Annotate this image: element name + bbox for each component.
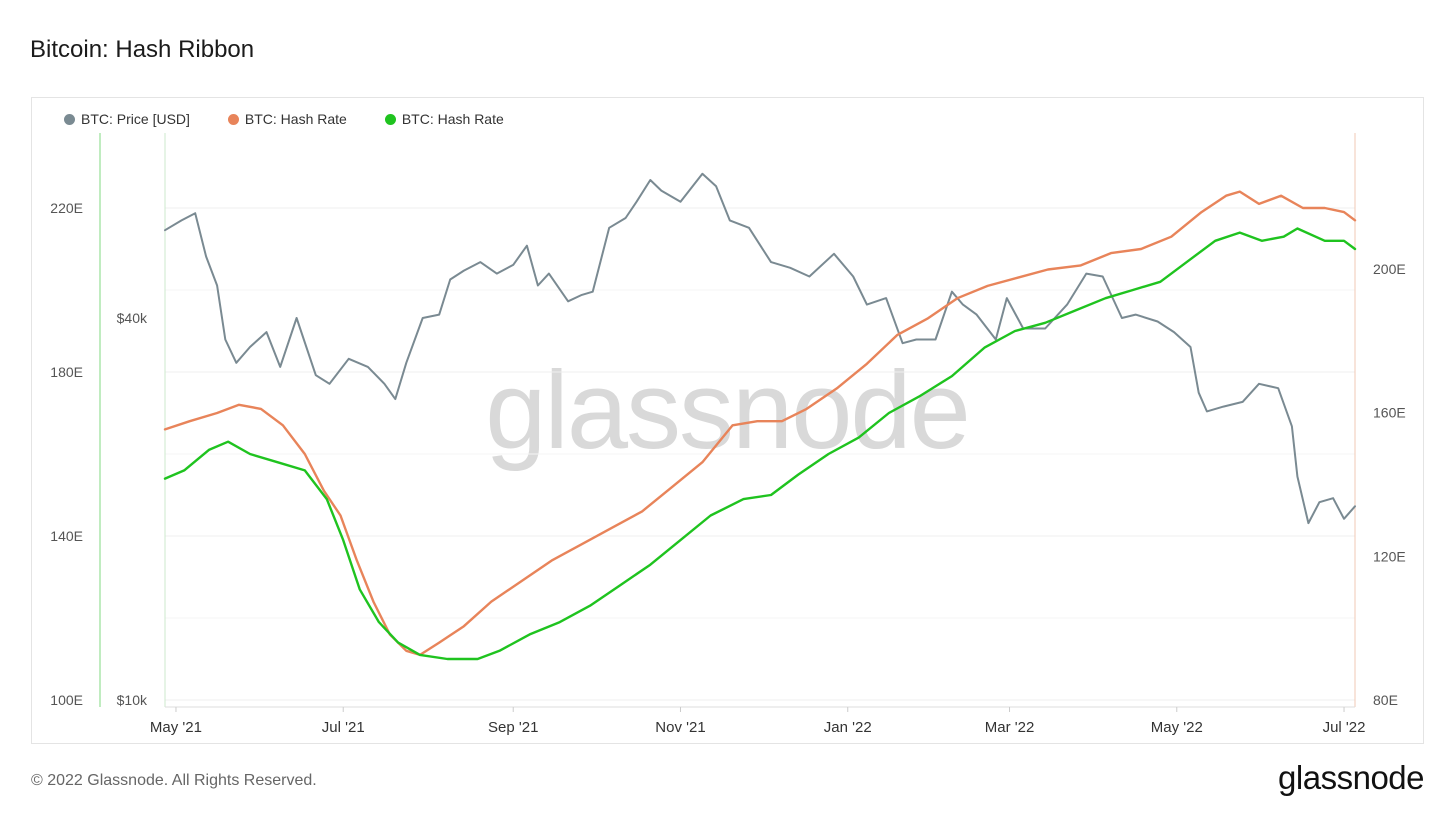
brand-logo: glassnode <box>1278 759 1424 796</box>
copyright-footer: © 2022 Glassnode. All Rights Reserved. <box>31 772 317 789</box>
legend-label-hashrate-long: BTC: Hash Rate <box>244 111 347 127</box>
y-price-tick-label: $10k <box>117 692 148 708</box>
x-tick-label: Sep '21 <box>488 719 538 736</box>
series-line-hashrate-long <box>163 190 1357 657</box>
y-right-tick-label: 120E <box>1373 548 1406 564</box>
x-tick-label: Jan '22 <box>824 719 872 736</box>
y-left-tick-label: 100E <box>50 692 83 708</box>
legend-label-hashrate-short: BTC: Hash Rate <box>401 111 504 127</box>
legend-item-price[interactable]: BTC: Price [USD] <box>64 111 190 127</box>
series-layer <box>163 172 1357 661</box>
y-left-tick-label: 140E <box>50 528 83 544</box>
grid-lines <box>165 207 1355 701</box>
series-line-price <box>164 172 1356 525</box>
x-tick-label: Nov '21 <box>655 719 705 736</box>
y-right-tick-label: 160E <box>1373 405 1406 421</box>
y-right-tick-label: 80E <box>1373 692 1398 708</box>
series-line-hashrate-short <box>163 227 1357 661</box>
legend-item-hashrate-short[interactable]: BTC: Hash Rate <box>384 111 504 127</box>
x-tick-label: May '22 <box>1151 719 1203 736</box>
chart-frame <box>31 97 1424 744</box>
legend-dot-price <box>64 113 75 125</box>
legend-label-price: BTC: Price [USD] <box>81 111 190 127</box>
y-left-tick-label: 220E <box>50 200 83 216</box>
axis-labels: 100E 140E 180E 220E $10k $40k 80E 120E 160E 200E M… <box>50 200 1405 736</box>
legend-dot-hashrate-short <box>384 113 396 125</box>
x-tick-label: Mar '22 <box>985 719 1035 736</box>
page-title: Bitcoin: Hash Ribbon <box>30 36 255 63</box>
y-right-tick-label: 200E <box>1373 261 1406 277</box>
chart-legend: BTC: Price [USD] BTC: Hash Rate BTC: Has… <box>64 111 504 127</box>
x-tick-label: Jul '22 <box>1323 719 1366 736</box>
legend-dot-hashrate-long <box>227 113 239 125</box>
x-tick-label: May '21 <box>150 719 202 736</box>
y-left-tick-label: 180E <box>50 364 83 380</box>
x-tick-label: Jul '21 <box>322 719 365 736</box>
y-price-tick-label: $40k <box>117 310 148 326</box>
watermark: glassnode <box>485 349 969 472</box>
legend-item-hashrate-long[interactable]: BTC: Hash Rate <box>227 111 347 127</box>
